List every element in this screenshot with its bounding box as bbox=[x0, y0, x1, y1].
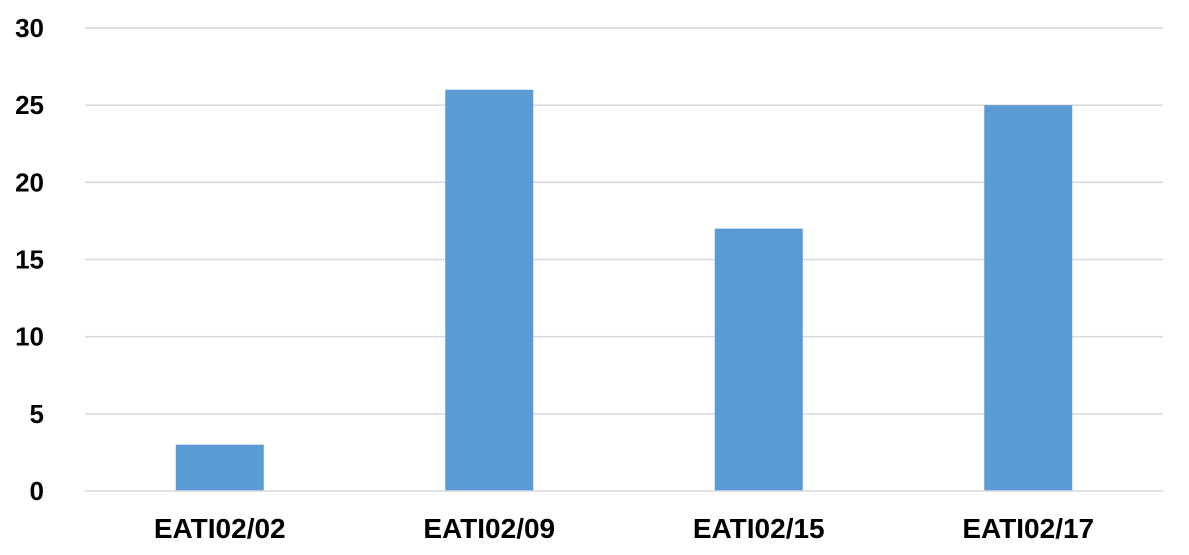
y-tick-label: 10 bbox=[15, 322, 44, 352]
x-axis-category-labels: EATI02/02 EATI02/09 EATI02/15 EATI02/17 bbox=[154, 513, 1094, 544]
y-tick-label: 5 bbox=[30, 399, 44, 429]
y-tick-label: 15 bbox=[15, 245, 44, 275]
bar bbox=[175, 444, 264, 491]
x-category-label: EATI02/02 bbox=[154, 513, 286, 544]
x-category-label: EATI02/09 bbox=[423, 513, 555, 544]
bars bbox=[175, 89, 1073, 492]
x-category-label: EATI02/15 bbox=[693, 513, 825, 544]
y-tick-label: 0 bbox=[30, 476, 44, 506]
bar bbox=[984, 105, 1073, 492]
bar bbox=[445, 89, 534, 491]
y-tick-label: 20 bbox=[15, 167, 44, 197]
y-axis-tick-labels: 0 5 10 15 20 25 30 bbox=[15, 13, 44, 506]
x-category-label: EATI02/17 bbox=[962, 513, 1094, 544]
bar bbox=[714, 228, 803, 491]
y-tick-label: 30 bbox=[15, 13, 44, 43]
y-tick-label: 25 bbox=[15, 90, 44, 120]
gridlines bbox=[85, 27, 1163, 415]
